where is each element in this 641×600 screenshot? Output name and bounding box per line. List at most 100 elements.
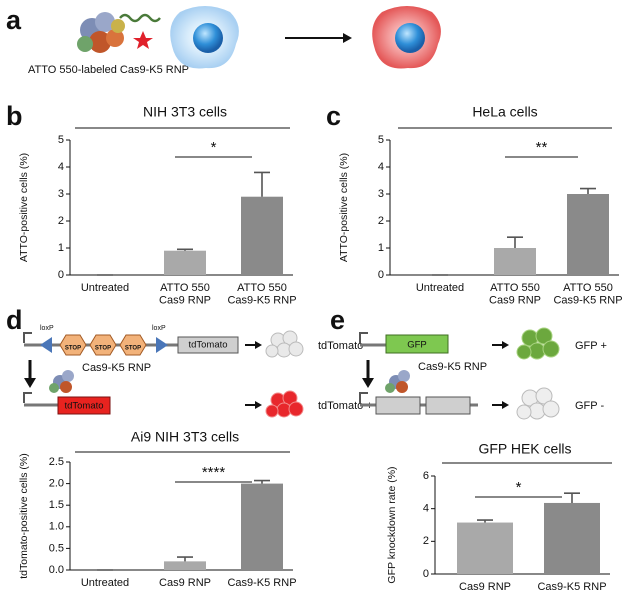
panel-letter: c <box>326 101 341 131</box>
x-tick-label: Cas9 RNP <box>459 581 511 593</box>
y-tick-label: 0 <box>423 568 429 580</box>
y-tick-label: 5 <box>378 134 384 146</box>
y-tick-label: 6 <box>423 470 429 482</box>
stop-label: STOP <box>95 346 111 352</box>
arrow-head <box>502 401 509 409</box>
x-tick-label: Cas9-K5 RNP <box>537 581 606 593</box>
arrow-head <box>502 341 509 349</box>
significance-label: **** <box>202 464 226 481</box>
chart-title: Ai9 NIH 3T3 cells <box>131 429 239 445</box>
y-tick-label: 2.5 <box>49 456 64 468</box>
error-bar <box>580 187 596 194</box>
stop-label: STOP <box>65 346 81 352</box>
chart-title: HeLa cells <box>472 104 537 120</box>
bar <box>164 250 206 275</box>
y-tick-label: 2 <box>58 215 64 227</box>
promoter <box>23 392 32 403</box>
gene-label: tdTomato <box>188 340 227 351</box>
y-tick-label: 0.0 <box>49 564 64 576</box>
stop-label: STOP <box>125 346 141 352</box>
significance-label: * <box>211 139 217 156</box>
arrow-head <box>343 33 352 43</box>
y-axis-label: ATTO-positive cells (%) <box>18 153 30 262</box>
y-tick-label: 1 <box>378 242 384 254</box>
x-tick-label: Cas9 RNP <box>159 577 211 589</box>
gene-label: tdTomato <box>64 401 103 412</box>
error-bar <box>254 171 270 197</box>
result-label: GFP - <box>575 400 604 412</box>
label: ATTO 550-labeled Cas9-K5 RNP <box>28 64 189 76</box>
gene-label: GFP <box>407 340 427 351</box>
gene-box <box>385 334 449 354</box>
promoter <box>359 332 368 343</box>
cell-cluster <box>516 387 560 420</box>
protein-icon <box>385 370 410 393</box>
x-tick-label: ATTO 550 Cas9-K5 RNP <box>227 282 296 307</box>
x-tick-label: Untreated <box>416 282 464 294</box>
bar <box>241 196 283 275</box>
y-tick-label: 5 <box>58 134 64 146</box>
arrow-head <box>362 378 374 388</box>
x-tick-label: ATTO 550 Cas9-K5 RNP <box>553 282 622 307</box>
y-axis-label: ATTO-positive cells (%) <box>338 153 350 262</box>
y-axis-label: GFP knockdown rate (%) <box>386 466 398 583</box>
promoter <box>359 392 368 403</box>
result-label: tdTomato - <box>318 340 370 352</box>
nucleus <box>395 23 425 53</box>
x-tick-label: Untreated <box>81 577 129 589</box>
arrow-head <box>255 401 262 409</box>
error-bar <box>254 479 270 484</box>
error-bar <box>564 492 580 503</box>
y-tick-label: 1.5 <box>49 499 64 511</box>
protein-icon <box>49 370 74 393</box>
panel-letter: a <box>6 5 22 35</box>
y-tick-label: 0 <box>378 269 384 281</box>
rnp-label: Cas9-K5 RNP <box>82 362 151 374</box>
panel-letter: e <box>330 305 345 335</box>
bar <box>457 522 513 574</box>
result-label: GFP + <box>575 340 607 352</box>
bar <box>164 561 206 570</box>
y-tick-label: 0.5 <box>49 542 64 554</box>
arrow-head <box>255 341 262 349</box>
y-tick-label: 1 <box>58 242 64 254</box>
x-tick-label: Untreated <box>81 282 129 294</box>
gene-fragment <box>375 396 421 415</box>
gene-fragment <box>425 396 471 415</box>
error-bar <box>477 519 493 523</box>
cell-cluster <box>265 330 304 358</box>
protein-icon <box>77 12 161 53</box>
x-tick-label: ATTO 550 Cas9 RNP <box>489 282 541 307</box>
y-tick-label: 2 <box>378 215 384 227</box>
error-bar <box>177 248 193 251</box>
cell-cluster <box>265 390 304 418</box>
significance-label: ** <box>536 139 548 156</box>
y-axis-label: tdTomato-positive cells (%) <box>18 453 30 578</box>
y-tick-label: 1.0 <box>49 521 64 533</box>
loxp: loxP <box>152 325 166 332</box>
y-tick-label: 4 <box>423 503 429 515</box>
x-tick-label: ATTO 550 Cas9 RNP <box>159 282 211 307</box>
x-tick-label: Cas9-K5 RNP <box>227 577 296 589</box>
y-tick-label: 3 <box>58 188 64 200</box>
error-bar <box>507 236 523 248</box>
arrow-head <box>24 378 36 388</box>
significance-label: * <box>516 479 522 496</box>
y-tick-label: 0 <box>58 269 64 281</box>
bar <box>494 248 536 275</box>
chart-title: GFP HEK cells <box>478 441 571 457</box>
panel-letter: b <box>6 101 23 131</box>
loxp: loxP <box>40 325 54 332</box>
construct: STOP STOP STOP <box>23 332 239 356</box>
star <box>133 31 153 49</box>
bar <box>241 483 283 570</box>
y-tick-label: 2 <box>423 535 429 547</box>
y-tick-label: 2.0 <box>49 478 64 490</box>
panel-letter: d <box>6 305 23 335</box>
rnp-label: Cas9-K5 RNP <box>418 361 487 373</box>
gene-box <box>57 396 111 415</box>
bar <box>567 194 609 275</box>
error-bar <box>177 556 193 562</box>
bar <box>544 502 600 574</box>
